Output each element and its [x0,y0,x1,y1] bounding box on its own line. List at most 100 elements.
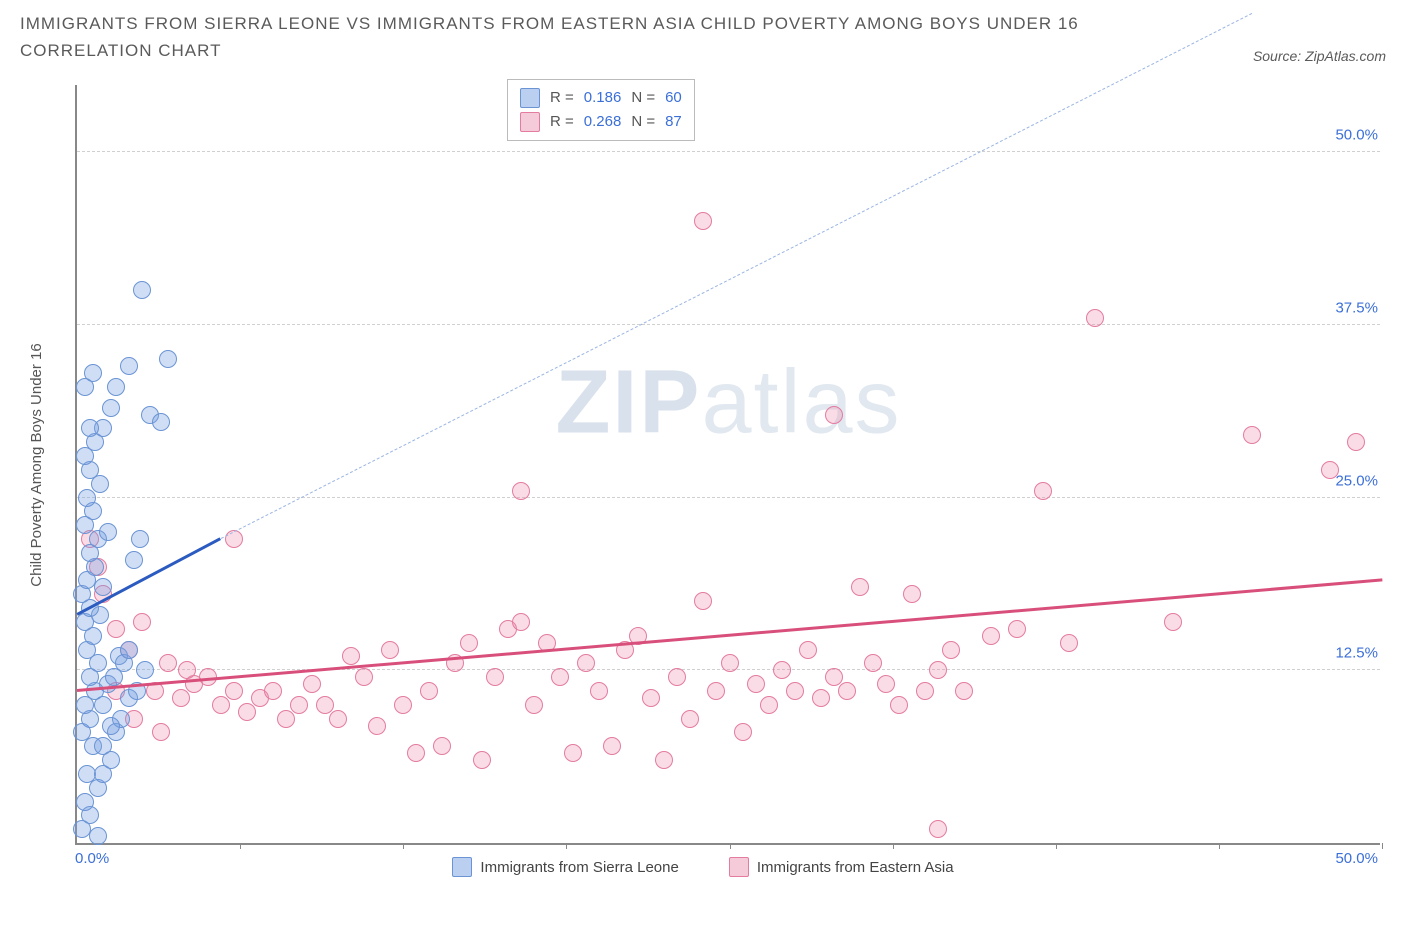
scatter-point [681,710,699,728]
trend-line [77,578,1382,691]
scatter-point [525,696,543,714]
scatter-point [916,682,934,700]
scatter-point [773,661,791,679]
scatter-point [942,641,960,659]
scatter-point [99,523,117,541]
scatter-point [172,689,190,707]
scatter-point [512,482,530,500]
scatter-point [1321,461,1339,479]
scatter-point [707,682,725,700]
scatter-point [721,654,739,672]
scatter-point [159,654,177,672]
scatter-point [238,703,256,721]
scatter-point [864,654,882,672]
legend-swatch-blue [452,857,472,877]
scatter-point [212,696,230,714]
scatter-point [89,827,107,845]
scatter-point [890,696,908,714]
swatch-blue [520,88,540,108]
scatter-point [125,551,143,569]
scatter-point [394,696,412,714]
scatter-point [84,364,102,382]
scatter-point [120,641,138,659]
scatter-point [107,620,125,638]
x-tick-mark [893,843,894,849]
scatter-point [825,406,843,424]
scatter-point [152,413,170,431]
scatter-point [929,661,947,679]
scatter-point [133,281,151,299]
y-tick-label: 37.5% [1331,299,1382,316]
scatter-point [94,578,112,596]
scatter-point [159,350,177,368]
scatter-point [486,668,504,686]
scatter-point [734,723,752,741]
scatter-point [1347,433,1365,451]
scatter-point [329,710,347,728]
scatter-point [420,682,438,700]
scatter-point [94,696,112,714]
scatter-point [955,682,973,700]
y-axis-label: Child Poverty Among Boys Under 16 [28,343,45,586]
watermark: ZIPatlas [555,352,901,455]
scatter-point [694,212,712,230]
scatter-point [102,717,120,735]
x-tick-mark [1056,843,1057,849]
scatter-point [812,689,830,707]
y-tick-label: 12.5% [1331,645,1382,662]
y-tick-label: 50.0% [1331,127,1382,144]
scatter-point [1086,309,1104,327]
stats-row-b: R = 0.268 N = 87 [520,110,682,134]
legend-item-a: Immigrants from Sierra Leone [452,857,678,877]
scatter-point [342,647,360,665]
scatter-point [102,751,120,769]
scatter-point [303,675,321,693]
legend: Immigrants from Sierra Leone Immigrants … [20,857,1386,877]
scatter-point [1008,620,1026,638]
scatter-point [264,682,282,700]
scatter-point [136,661,154,679]
chart-title: IMMIGRANTS FROM SIERRA LEONE VS IMMIGRAN… [20,10,1120,64]
scatter-point [133,613,151,631]
gridline-h [77,324,1380,325]
scatter-point [131,530,149,548]
scatter-point [668,668,686,686]
scatter-point [407,744,425,762]
scatter-point [277,710,295,728]
scatter-point [577,654,595,672]
scatter-point [1060,634,1078,652]
scatter-point [694,592,712,610]
scatter-point [225,682,243,700]
scatter-point [355,668,373,686]
trend-line [220,13,1251,539]
scatter-point [78,489,96,507]
x-tick-mark [566,843,567,849]
scatter-point [81,419,99,437]
scatter-point [603,737,621,755]
scatter-point [655,751,673,769]
gridline-h [77,497,1380,498]
x-tick-mark [1219,843,1220,849]
scatter-point [590,682,608,700]
stats-box: R = 0.186 N = 60 R = 0.268 N = 87 [507,79,695,141]
x-tick-mark [1382,843,1383,849]
scatter-point [903,585,921,603]
scatter-point [564,744,582,762]
x-tick-mark [730,843,731,849]
scatter-point [838,682,856,700]
stats-row-a: R = 0.186 N = 60 [520,86,682,110]
scatter-point [120,357,138,375]
x-tick-mark [240,843,241,849]
scatter-point [982,627,1000,645]
scatter-point [473,751,491,769]
scatter-point [381,641,399,659]
chart-container: Child Poverty Among Boys Under 16 ZIPatl… [20,85,1386,905]
scatter-point [368,717,386,735]
scatter-point [851,578,869,596]
scatter-point [1164,613,1182,631]
y-tick-label: 25.0% [1331,472,1382,489]
scatter-point [225,530,243,548]
scatter-point [512,613,530,631]
plot-area: ZIPatlas R = 0.186 N = 60 R = 0.268 N = … [75,85,1380,845]
legend-item-b: Immigrants from Eastern Asia [729,857,954,877]
